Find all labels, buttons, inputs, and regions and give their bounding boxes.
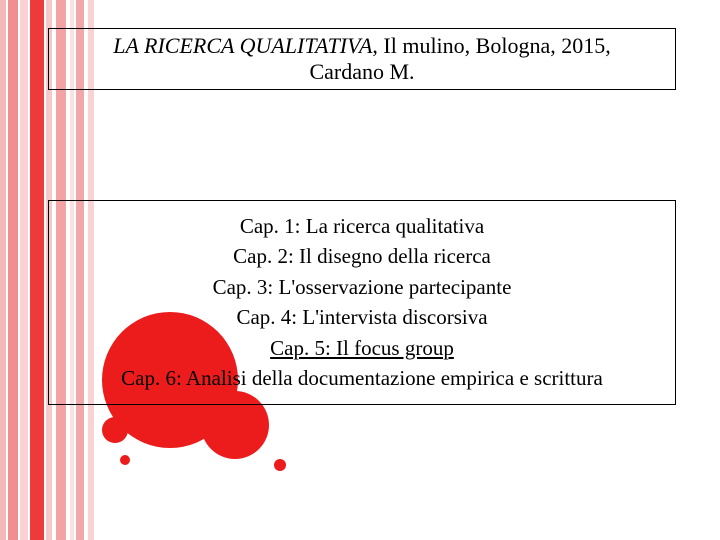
chapter-text: Cap. 5: Il focus group: [270, 336, 454, 360]
stripe: [20, 0, 28, 540]
title-box: LA RICERCA QUALITATIVA, Il mulino, Bolog…: [48, 28, 676, 90]
title-line1: LA RICERCA QUALITATIVA, Il mulino, Bolog…: [57, 33, 667, 59]
title-rest: , Il mulino, Bologna, 2015,: [372, 33, 610, 58]
chapter-line: Cap. 5: Il focus group: [57, 333, 667, 363]
chapter-line: Cap. 3: L'osservazione partecipante: [57, 272, 667, 302]
chapter-line: Cap. 2: Il disegno della ricerca: [57, 241, 667, 271]
stripe: [8, 0, 18, 540]
content-box: Cap. 1: La ricerca qualitativaCap. 2: Il…: [48, 200, 676, 405]
decorative-circle: [102, 417, 128, 443]
chapter-line: Cap. 6: Analisi della documentazione emp…: [57, 363, 667, 393]
chapter-line: Cap. 1: La ricerca qualitativa: [57, 211, 667, 241]
decorative-circle: [120, 455, 130, 465]
chapter-line: Cap. 4: L'intervista discorsiva: [57, 302, 667, 332]
title-line2: Cardano M.: [57, 59, 667, 85]
title-italic: LA RICERCA QUALITATIVA: [113, 33, 372, 58]
stripe: [30, 0, 44, 540]
stripe: [0, 0, 6, 540]
decorative-circle: [274, 459, 286, 471]
